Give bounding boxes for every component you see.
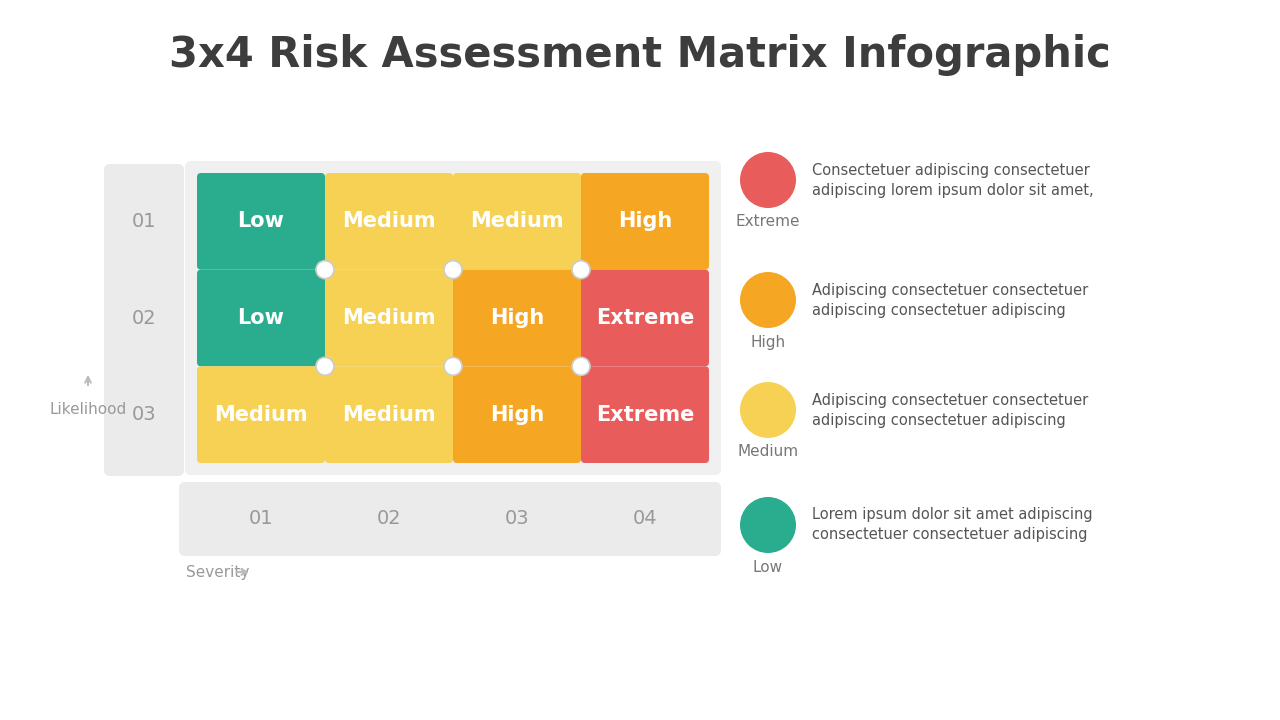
Text: Medium: Medium bbox=[737, 444, 799, 459]
Text: High: High bbox=[750, 335, 786, 349]
Text: 04: 04 bbox=[632, 510, 658, 528]
FancyBboxPatch shape bbox=[197, 173, 325, 270]
Text: 01: 01 bbox=[248, 510, 274, 528]
FancyBboxPatch shape bbox=[197, 366, 325, 463]
Circle shape bbox=[444, 261, 462, 279]
Text: adipiscing consectetuer adipiscing: adipiscing consectetuer adipiscing bbox=[812, 302, 1066, 318]
FancyBboxPatch shape bbox=[197, 270, 325, 366]
Circle shape bbox=[740, 497, 796, 553]
Text: 02: 02 bbox=[132, 308, 156, 328]
FancyBboxPatch shape bbox=[325, 173, 453, 270]
Text: 03: 03 bbox=[132, 405, 156, 424]
Circle shape bbox=[316, 357, 334, 375]
FancyBboxPatch shape bbox=[104, 164, 184, 476]
FancyBboxPatch shape bbox=[581, 366, 709, 463]
Text: Medium: Medium bbox=[342, 405, 435, 425]
Circle shape bbox=[740, 382, 796, 438]
Text: Adipiscing consectetuer consectetuer: Adipiscing consectetuer consectetuer bbox=[812, 282, 1088, 297]
Circle shape bbox=[316, 261, 334, 279]
FancyBboxPatch shape bbox=[325, 270, 453, 366]
Text: Low: Low bbox=[753, 559, 783, 575]
FancyBboxPatch shape bbox=[453, 173, 581, 270]
Circle shape bbox=[740, 272, 796, 328]
Circle shape bbox=[572, 261, 590, 279]
Circle shape bbox=[444, 357, 462, 375]
Text: Low: Low bbox=[238, 308, 284, 328]
Text: High: High bbox=[490, 308, 544, 328]
Text: 02: 02 bbox=[376, 510, 402, 528]
Text: Medium: Medium bbox=[214, 405, 307, 425]
Text: adipiscing lorem ipsum dolor sit amet,: adipiscing lorem ipsum dolor sit amet, bbox=[812, 182, 1093, 197]
Circle shape bbox=[740, 152, 796, 208]
FancyBboxPatch shape bbox=[325, 366, 453, 463]
FancyBboxPatch shape bbox=[186, 161, 721, 475]
Text: Consectetuer adipiscing consectetuer: Consectetuer adipiscing consectetuer bbox=[812, 163, 1089, 178]
Text: Extreme: Extreme bbox=[595, 405, 694, 425]
Circle shape bbox=[572, 357, 590, 375]
Text: High: High bbox=[490, 405, 544, 425]
Text: Low: Low bbox=[238, 212, 284, 231]
Text: Medium: Medium bbox=[470, 212, 563, 231]
Text: consectetuer consectetuer adipiscing: consectetuer consectetuer adipiscing bbox=[812, 528, 1088, 542]
Text: Severity: Severity bbox=[186, 564, 250, 580]
Text: Medium: Medium bbox=[342, 308, 435, 328]
FancyBboxPatch shape bbox=[453, 366, 581, 463]
Text: Extreme: Extreme bbox=[595, 308, 694, 328]
Text: Medium: Medium bbox=[342, 212, 435, 231]
Text: 03: 03 bbox=[504, 510, 530, 528]
FancyBboxPatch shape bbox=[453, 270, 581, 366]
Text: 01: 01 bbox=[132, 212, 156, 231]
FancyBboxPatch shape bbox=[179, 482, 721, 556]
FancyBboxPatch shape bbox=[581, 270, 709, 366]
FancyBboxPatch shape bbox=[581, 173, 709, 270]
Text: 3x4 Risk Assessment Matrix Infographic: 3x4 Risk Assessment Matrix Infographic bbox=[169, 34, 1111, 76]
Text: Likelihood: Likelihood bbox=[50, 402, 127, 418]
Text: Adipiscing consectetuer consectetuer: Adipiscing consectetuer consectetuer bbox=[812, 392, 1088, 408]
Text: High: High bbox=[618, 212, 672, 231]
Text: Lorem ipsum dolor sit amet adipiscing: Lorem ipsum dolor sit amet adipiscing bbox=[812, 508, 1093, 523]
Text: adipiscing consectetuer adipiscing: adipiscing consectetuer adipiscing bbox=[812, 413, 1066, 428]
Text: Extreme: Extreme bbox=[736, 215, 800, 230]
